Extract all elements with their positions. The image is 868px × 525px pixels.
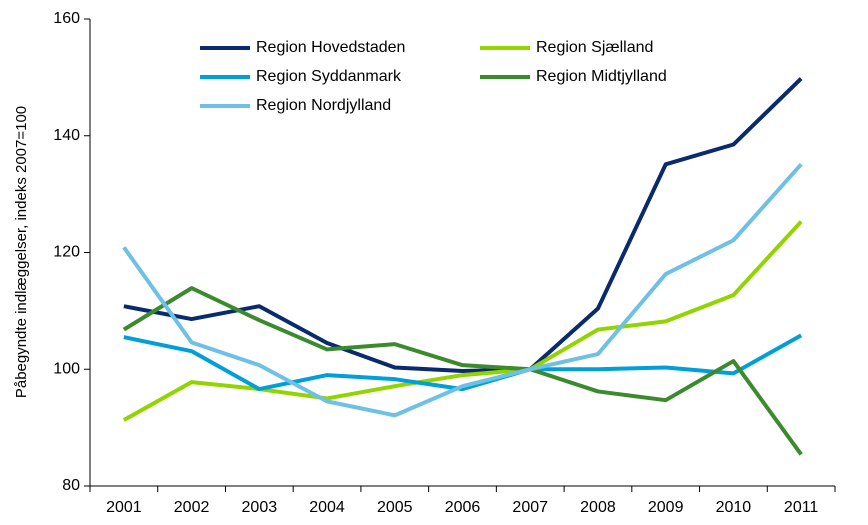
x-tick-label: 2010 — [716, 499, 752, 516]
legend-label: Region Midtjylland — [536, 68, 667, 85]
legend-label: Region Nordjylland — [256, 97, 391, 114]
x-tick-label: 2003 — [242, 499, 278, 516]
series-line — [123, 333, 803, 392]
y-tick-label: 80 — [62, 477, 80, 494]
y-tick-label: 160 — [53, 10, 80, 27]
x-tick-label: 2008 — [580, 499, 616, 516]
legend-label: Region Hovedstaden — [256, 39, 405, 56]
x-tick-label: 2002 — [174, 499, 210, 516]
legend-label: Region Syddanmark — [256, 68, 402, 85]
x-tick-label: 2007 — [512, 499, 548, 516]
y-axis-label: Påbegyndte indlæggelser, indeks 2007=100 — [13, 106, 30, 398]
legend-label: Region Sjælland — [536, 39, 653, 56]
series-line — [122, 163, 803, 418]
y-tick-label: 120 — [53, 244, 80, 261]
y-tick-label: 100 — [53, 360, 80, 377]
x-tick-label: 2001 — [106, 499, 142, 516]
x-tick-label: 2011 — [784, 499, 819, 516]
x-tick-label: 2009 — [648, 499, 684, 516]
y-tick-label: 140 — [53, 127, 80, 144]
x-tick-label: 2004 — [309, 499, 345, 516]
x-tick-label: 2005 — [377, 499, 413, 516]
series-line — [122, 220, 803, 422]
series-line — [122, 286, 803, 456]
series-line — [123, 77, 803, 374]
x-tick-label: 2006 — [445, 499, 481, 516]
